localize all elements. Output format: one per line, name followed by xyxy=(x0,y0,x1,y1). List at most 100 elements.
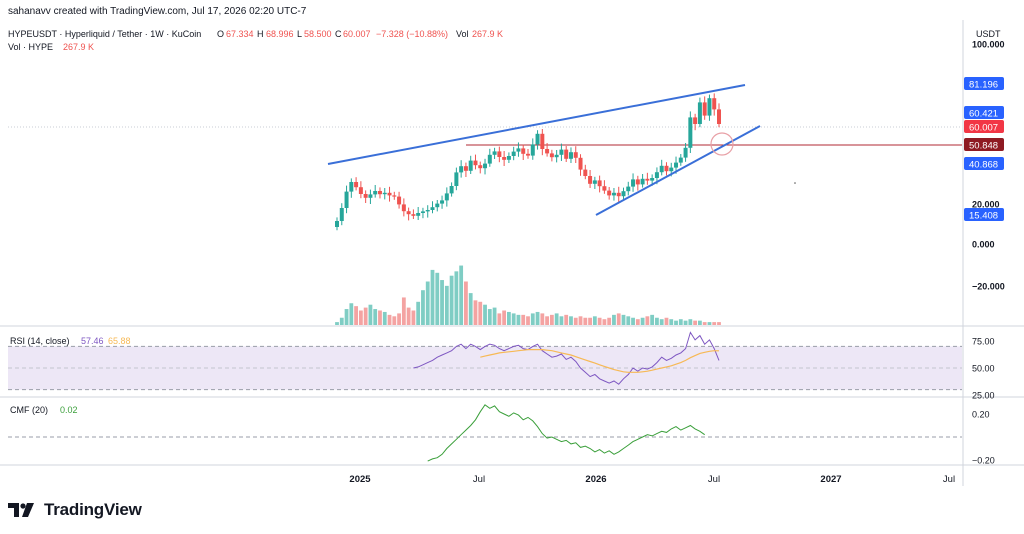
price-label-text: 60.421 xyxy=(969,109,998,120)
price-label-text: 81.196 xyxy=(969,80,998,91)
volume-bar xyxy=(693,320,698,325)
volume-bar xyxy=(454,271,459,325)
time-tick-label: Jul xyxy=(943,474,955,485)
candle-body xyxy=(502,157,507,160)
volume-bar xyxy=(559,316,564,325)
rsi-pane xyxy=(8,331,962,391)
candle-body xyxy=(693,117,698,124)
ohlc-label: L xyxy=(297,29,302,39)
volume-bar xyxy=(635,319,640,325)
volume-bar xyxy=(583,317,588,325)
candle-body xyxy=(420,211,425,213)
rsi-line xyxy=(413,331,720,385)
axis-unit-label: USDT xyxy=(976,29,1001,39)
volume-bar xyxy=(569,316,573,325)
volume-bar xyxy=(626,316,631,325)
candle-body xyxy=(468,160,473,171)
volume-bar xyxy=(354,306,358,325)
candle-body xyxy=(631,179,636,187)
volume-bar xyxy=(368,304,373,325)
candle-body xyxy=(506,156,511,160)
volume-bar xyxy=(497,313,502,325)
candle-body xyxy=(440,200,445,204)
candle-body xyxy=(392,195,397,197)
volume-layer xyxy=(335,265,721,325)
candle-body xyxy=(454,172,459,186)
price-label-badge xyxy=(964,106,1004,119)
candle-body xyxy=(654,172,659,178)
price-tick-label: 100.000 xyxy=(972,40,1005,50)
volume-bar xyxy=(573,317,578,325)
candle-body xyxy=(669,167,674,172)
rsi-ma-value: 65.88 xyxy=(108,336,131,346)
volume-bar xyxy=(597,317,602,325)
volume-bar xyxy=(335,322,339,325)
price-label-badge xyxy=(964,77,1004,90)
candle-body xyxy=(592,180,597,184)
candle-body xyxy=(611,192,616,196)
candle-body xyxy=(425,210,430,212)
time-tick-label: 2026 xyxy=(585,474,606,485)
price-label-badge xyxy=(964,208,1004,221)
volume-bar xyxy=(363,307,368,325)
volume-bar xyxy=(421,290,425,325)
candle-body xyxy=(387,192,392,196)
candle-body xyxy=(640,178,645,185)
candle-body xyxy=(368,194,373,198)
volume-bar xyxy=(678,319,683,325)
time-tick-label: 2025 xyxy=(349,474,371,485)
cmf-value: 0.02 xyxy=(60,405,78,415)
volume-bar xyxy=(698,320,702,325)
cmf-title: CMF (20) xyxy=(10,405,48,415)
candle-body xyxy=(401,204,406,212)
volume-bar xyxy=(578,316,583,325)
candle-body xyxy=(535,133,540,145)
candle-body xyxy=(564,149,569,159)
volume-bar xyxy=(416,301,421,325)
candle-body xyxy=(616,192,621,197)
candle-body xyxy=(497,151,502,157)
candle-body xyxy=(487,154,492,164)
volume-bar xyxy=(521,314,526,325)
volume-bar xyxy=(655,317,659,325)
volume-bar xyxy=(459,265,464,325)
volume-bar xyxy=(502,310,507,325)
volume-bar xyxy=(717,322,721,325)
candle-body xyxy=(435,203,440,208)
rsi-tick-label: 50.00 xyxy=(972,364,995,374)
price-label-badge xyxy=(964,120,1004,133)
volume-bar xyxy=(526,316,530,325)
volume-bar xyxy=(564,314,569,325)
price-label-text: 60.007 xyxy=(969,123,998,134)
candle-body xyxy=(526,153,530,156)
volume-bar xyxy=(430,269,435,325)
rsi-value: 57.46 xyxy=(81,336,104,346)
candle-body xyxy=(473,160,478,166)
price-label-text: 15.408 xyxy=(969,211,998,222)
volume-bar xyxy=(683,320,688,325)
volume-bar xyxy=(397,313,401,325)
candle-body xyxy=(397,196,402,205)
candle-body xyxy=(516,148,521,152)
candle-body xyxy=(573,152,578,158)
candle-layer xyxy=(335,93,721,231)
volume-bar xyxy=(616,313,621,325)
candle-body xyxy=(545,149,550,154)
ohlc-label: H xyxy=(257,29,264,39)
candle-body xyxy=(597,180,602,187)
price-label-badge xyxy=(964,138,1004,151)
volume-bar xyxy=(425,281,430,325)
vol-value: 267.9 K xyxy=(472,29,503,39)
volume-bar xyxy=(602,319,607,325)
tradingview-brand[interactable]: TradingView xyxy=(8,500,142,520)
candle-body xyxy=(354,182,359,188)
candle-body xyxy=(717,109,721,124)
annotation-front-layer xyxy=(327,84,796,216)
time-tick-label: 2027 xyxy=(820,474,841,485)
volume-bar xyxy=(588,317,592,325)
cmf-tick-label: −0.20 xyxy=(972,456,995,466)
candle-body xyxy=(373,191,378,195)
change-value: −7.328 (−10.88%) xyxy=(376,29,448,39)
